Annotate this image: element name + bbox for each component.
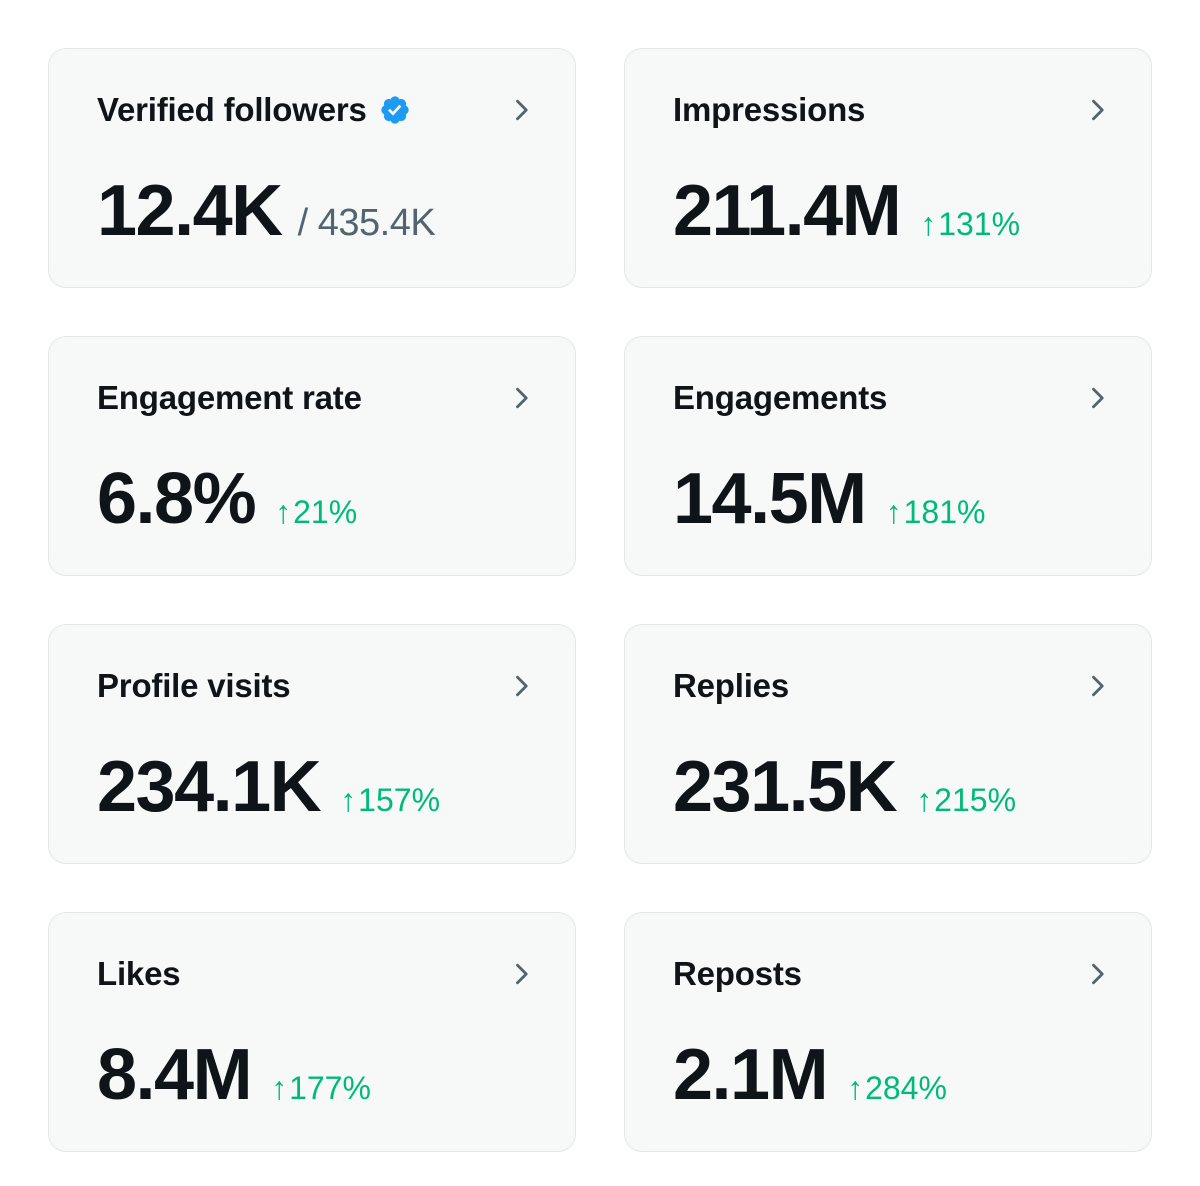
metric-value-row: 6.8% ↑ 21%	[97, 463, 535, 535]
metric-title: Likes	[97, 955, 181, 992]
card-profile-visits[interactable]: Profile visits 234.1K ↑ 157%	[48, 624, 576, 864]
up-arrow-icon: ↑	[847, 1070, 864, 1106]
card-engagement-rate[interactable]: Engagement rate 6.8% ↑ 21%	[48, 336, 576, 576]
up-arrow-icon: ↑	[920, 206, 937, 242]
metric-value-row: 2.1M ↑ 284%	[673, 1039, 1111, 1111]
card-reposts[interactable]: Reposts 2.1M ↑ 284%	[624, 912, 1152, 1152]
metric-change-percent: 21%	[293, 494, 358, 530]
card-header: Likes	[97, 955, 535, 993]
metric-title: Verified followers	[97, 91, 367, 128]
up-arrow-icon: ↑	[271, 1070, 288, 1106]
card-engagements[interactable]: Engagements 14.5M ↑ 181%	[624, 336, 1152, 576]
metric-title: Replies	[673, 667, 789, 704]
chevron-right-icon[interactable]	[507, 96, 535, 124]
metric-value-row: 12.4K / 435.4K	[97, 175, 535, 247]
card-header: Impressions	[673, 91, 1111, 129]
chevron-right-icon[interactable]	[507, 384, 535, 412]
chevron-right-icon[interactable]	[1083, 960, 1111, 988]
metric-change: ↑ 177%	[271, 1070, 371, 1107]
metric-change-percent: 157%	[358, 782, 441, 818]
metric-title: Profile visits	[97, 667, 291, 704]
chevron-right-icon[interactable]	[1083, 384, 1111, 412]
card-replies[interactable]: Replies 231.5K ↑ 215%	[624, 624, 1152, 864]
metric-change: ↑ 21%	[275, 494, 357, 531]
metric-change: ↑ 215%	[916, 782, 1016, 819]
metric-change: ↑ 284%	[847, 1070, 947, 1107]
metric-value: 14.5M	[673, 459, 867, 539]
card-header: Replies	[673, 667, 1111, 705]
metric-value-row: 8.4M ↑ 177%	[97, 1039, 535, 1111]
metric-value: 8.4M	[97, 1035, 253, 1115]
card-impressions[interactable]: Impressions 211.4M ↑ 131%	[624, 48, 1152, 288]
metric-change: ↑ 131%	[920, 206, 1020, 243]
card-header: Engagements	[673, 379, 1111, 417]
metric-value: 234.1K	[97, 747, 322, 827]
metric-value-row: 211.4M ↑ 131%	[673, 175, 1111, 247]
metric-value-row: 234.1K ↑ 157%	[97, 751, 535, 823]
chevron-right-icon[interactable]	[507, 672, 535, 700]
metric-value: 12.4K	[97, 171, 283, 251]
metric-change-percent: 181%	[903, 494, 986, 530]
metric-value-row: 231.5K ↑ 215%	[673, 751, 1111, 823]
chevron-right-icon[interactable]	[1083, 96, 1111, 124]
card-header: Verified followers	[97, 91, 535, 129]
metric-change-percent: 131%	[938, 206, 1021, 242]
metric-change-percent: 284%	[865, 1070, 947, 1106]
metric-value: 211.4M	[673, 171, 902, 251]
card-header: Reposts	[673, 955, 1111, 993]
card-header: Profile visits	[97, 667, 535, 705]
metric-title: Engagement rate	[97, 379, 362, 416]
metric-change: ↑ 157%	[340, 782, 440, 819]
card-likes[interactable]: Likes 8.4M ↑ 177%	[48, 912, 576, 1152]
metric-title: Impressions	[673, 91, 866, 128]
metric-change-percent: 177%	[289, 1070, 371, 1106]
up-arrow-icon: ↑	[275, 494, 292, 530]
chevron-right-icon[interactable]	[1083, 672, 1111, 700]
card-header: Engagement rate	[97, 379, 535, 417]
verified-badge-icon	[379, 94, 411, 126]
metric-change-percent: 215%	[934, 782, 1017, 818]
chevron-right-icon[interactable]	[507, 960, 535, 988]
up-arrow-icon: ↑	[340, 782, 357, 818]
metric-value: 2.1M	[673, 1035, 829, 1115]
metric-value: 231.5K	[673, 747, 898, 827]
up-arrow-icon: ↑	[885, 494, 902, 530]
metric-change: ↑ 181%	[886, 494, 986, 531]
metrics-grid: Verified followers 12.4K / 435.4K	[48, 48, 1152, 1152]
card-verified-followers[interactable]: Verified followers 12.4K / 435.4K	[48, 48, 576, 288]
metric-value-row: 14.5M ↑ 181%	[673, 463, 1111, 535]
metric-title: Engagements	[673, 379, 888, 416]
metric-value: 6.8%	[97, 459, 257, 539]
metric-secondary-value: / 435.4K	[297, 202, 436, 244]
metric-title: Reposts	[673, 955, 802, 992]
up-arrow-icon: ↑	[916, 782, 933, 818]
